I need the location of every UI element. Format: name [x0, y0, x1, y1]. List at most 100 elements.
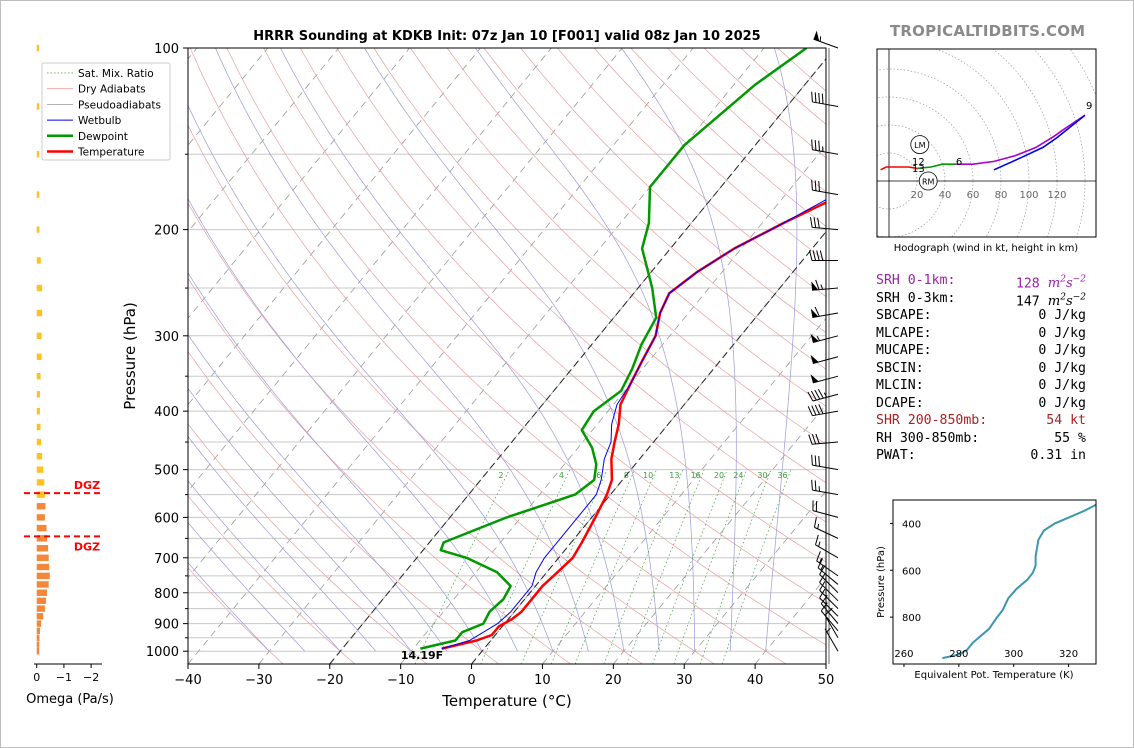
- pseudoadiabat: [188, 522, 306, 652]
- dry-adiabat: [299, 48, 826, 563]
- dry-adiabat: [188, 495, 356, 664]
- omega-bar: [36, 491, 45, 498]
- dry-adiabat: [446, 48, 826, 407]
- pseudoadiabat: [475, 48, 696, 652]
- surface-temp-label: 14.19F: [401, 649, 443, 662]
- stat-value: 0 J/kg: [1038, 360, 1086, 376]
- x-tick-label: −40: [174, 673, 201, 688]
- omega-bar: [36, 634, 40, 641]
- pseudoadiabat: [364, 48, 660, 652]
- isotherm-line: [188, 48, 481, 406]
- wetbulb-profile: [441, 199, 826, 650]
- wind-barb: [811, 179, 839, 196]
- dry-adiabat: [188, 124, 715, 664]
- isotherm-line: [613, 404, 826, 664]
- mixing-ratio-label: 16: [691, 471, 701, 480]
- x-tick-label: 0: [467, 673, 475, 688]
- mixing-ratio-line: [521, 469, 608, 664]
- omega-bar: [36, 514, 45, 521]
- omega-bar: [36, 151, 40, 158]
- omega-bar: [36, 535, 48, 542]
- legend-entry: Wetbulb: [78, 115, 122, 127]
- site-watermark: TROPICALTIDBITS.COM: [890, 22, 1086, 40]
- stat-row: SRH 0-3km: 147 m2s−2: [876, 290, 1086, 309]
- theta-e-tick-label: 320: [1059, 649, 1078, 660]
- dry-adiabat: [188, 423, 428, 664]
- hodograph-segment: [956, 114, 1086, 165]
- omega-panel: 0 −1 −2 Omega (Pa/s) DGZ DGZ: [24, 44, 114, 707]
- storm-motion-marker: [918, 171, 938, 191]
- wind-barb: [811, 479, 839, 496]
- chart-title: HRRR Sounding at KDKB Init: 07z Jan 10 […: [253, 29, 760, 44]
- omega-bar: [36, 103, 40, 110]
- mixing-ratio-line: [626, 469, 705, 664]
- stat-row: PWAT: 0.31 in: [876, 447, 1086, 465]
- wind-barb: [815, 534, 839, 559]
- omega-bar: [36, 466, 44, 473]
- wind-barb: [811, 91, 839, 107]
- mixing-ratio-label: 4: [559, 471, 564, 480]
- legend-entry: Dry Adiabats: [78, 84, 146, 96]
- hodograph-segment: [880, 166, 918, 171]
- legend-entry: Dewpoint: [78, 131, 128, 143]
- mixing-ratio-line: [673, 469, 748, 664]
- hodograph-tick-label: 20: [911, 190, 924, 201]
- mixing-ratio-line: [652, 469, 728, 664]
- storm-motion-marker: [910, 135, 930, 155]
- x-tick-label: −10: [387, 673, 414, 688]
- pseudoadiabat: [215, 48, 589, 652]
- y-axis-label: Pressure (hPa): [121, 302, 139, 410]
- stat-label: SRH 0-1km:: [876, 273, 956, 288]
- y-tick-label: 400: [154, 405, 179, 420]
- wind-barb: [810, 354, 839, 364]
- dry-adiabat: [373, 48, 826, 484]
- omega-bar: [36, 332, 42, 340]
- stat-row: SHR 200-850mb: 54 kt: [876, 412, 1086, 430]
- hodograph-label: LM: [914, 141, 925, 150]
- omega-bar: [36, 407, 40, 415]
- omega-bar: [36, 438, 42, 446]
- stat-label: SHR 200-850mb:: [876, 413, 988, 428]
- wind-barb: [807, 388, 839, 402]
- y-tick-label: 100: [154, 42, 179, 57]
- theta-e-ytick-label: 400: [902, 519, 921, 530]
- mixing-ratio-line: [414, 469, 510, 664]
- y-tick-label: 500: [154, 464, 179, 479]
- y-tick-label: 1000: [146, 645, 179, 660]
- wind-barb: [813, 30, 839, 49]
- wind-barb: [810, 333, 839, 344]
- hodograph-label: 12: [912, 157, 925, 168]
- stat-label: DCAPE:: [876, 395, 924, 411]
- hodograph-tick-label: 120: [1047, 190, 1066, 201]
- omega-bar: [36, 191, 40, 198]
- omega-bar: [36, 391, 40, 398]
- y-tick-label: 200: [154, 224, 179, 239]
- theta-e-ytick-label: 600: [902, 566, 921, 577]
- pseudoadiabat: [188, 435, 376, 652]
- stat-value: 147 m2s−2: [1015, 292, 1086, 309]
- theta-e-ytick-label: 800: [902, 613, 921, 624]
- stat-row: SBCAPE: 0 J/kg: [876, 307, 1086, 325]
- dry-adiabat: [263, 48, 826, 604]
- x-tick-label: −20: [316, 673, 343, 688]
- mixing-ratio-line: [699, 469, 772, 664]
- theta-e-xlabel: Equivalent Pot. Temperature (K): [914, 670, 1073, 681]
- omega-bar: [36, 581, 49, 588]
- pseudoadiabat: [188, 198, 518, 652]
- hodograph-segment: [993, 156, 1023, 171]
- hodograph-tick-label: 80: [995, 190, 1008, 201]
- wind-barb: [811, 279, 839, 291]
- stat-label: SBCAPE:: [876, 308, 932, 323]
- x-axis-label: Temperature (°C): [441, 692, 571, 710]
- wind-barb: [811, 454, 839, 471]
- stat-row: MLCAPE: 0 J/kg: [876, 325, 1086, 343]
- pseudoadiabat: [188, 480, 341, 652]
- isotherm-line: [188, 48, 339, 233]
- dgz-label: DGZ: [74, 479, 100, 492]
- dry-adiabat: [188, 277, 571, 664]
- stat-label: MUCAPE:: [876, 343, 932, 358]
- wind-barb: [807, 404, 839, 417]
- isotherm-line: [188, 48, 623, 579]
- omega-bar: [36, 613, 44, 620]
- highlighted-isotherm: [329, 58, 826, 664]
